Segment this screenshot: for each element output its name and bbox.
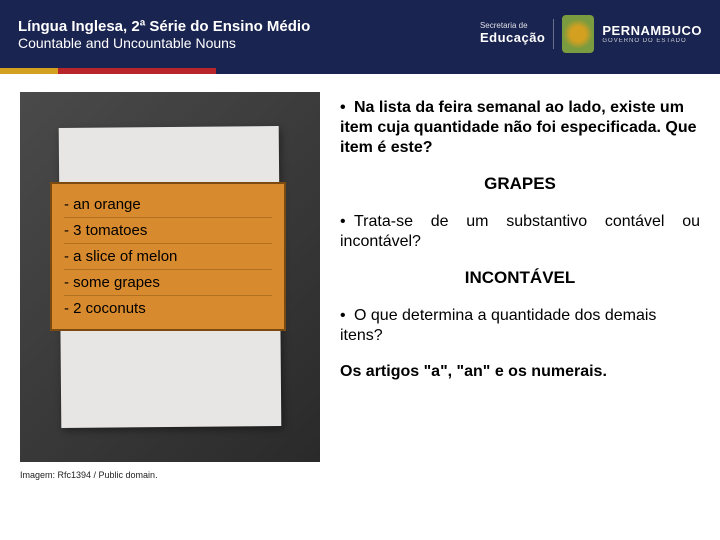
bullet-icon: • bbox=[340, 212, 354, 232]
logo-divider bbox=[553, 19, 554, 49]
right-column: •Na lista da feira semanal ao lado, exis… bbox=[340, 92, 700, 480]
list-item: - some grapes bbox=[64, 270, 272, 296]
image-caption: Imagem: Rfc1394 / Public domain. bbox=[20, 470, 320, 480]
bullet-icon: • bbox=[340, 306, 354, 326]
topic-subtitle: Countable and Uncountable Nouns bbox=[18, 35, 310, 51]
slide-body: - an orange - 3 tomatoes - a slice of me… bbox=[0, 74, 720, 490]
answer-3: Os artigos "a", "an" e os numerais. bbox=[340, 362, 700, 382]
left-column: - an orange - 3 tomatoes - a slice of me… bbox=[20, 92, 320, 480]
answer-1: GRAPES bbox=[340, 174, 700, 194]
question-1: •Na lista da feira semanal ao lado, exis… bbox=[340, 98, 700, 158]
header-text: Língua Inglesa, 2ª Série do Ensino Médio… bbox=[18, 18, 310, 51]
shopping-list: - an orange - 3 tomatoes - a slice of me… bbox=[50, 182, 286, 331]
list-item: - an orange bbox=[64, 192, 272, 218]
bullet-icon: • bbox=[340, 98, 354, 118]
list-item: - a slice of melon bbox=[64, 244, 272, 270]
question-2: •Trata-se de um substantivo contável ou … bbox=[340, 212, 700, 252]
accent-color-bar bbox=[0, 68, 720, 74]
state-crest-icon bbox=[562, 15, 594, 53]
secretaria-logo-text: Secretaria de Educação bbox=[480, 22, 545, 45]
paper-image: - an orange - 3 tomatoes - a slice of me… bbox=[20, 92, 320, 462]
list-item: - 3 tomatoes bbox=[64, 218, 272, 244]
question-3: •O que determina a quantidade dos demais… bbox=[340, 306, 700, 346]
course-title: Língua Inglesa, 2ª Série do Ensino Médio bbox=[18, 18, 310, 35]
header-logos: Secretaria de Educação PERNAMBUCO GOVERN… bbox=[480, 15, 702, 53]
answer-2: INCONTÁVEL bbox=[340, 268, 700, 288]
governo-logo-text: PERNAMBUCO GOVERNO DO ESTADO bbox=[602, 24, 702, 45]
slide-header: Língua Inglesa, 2ª Série do Ensino Médio… bbox=[0, 0, 720, 68]
list-item: - 2 coconuts bbox=[64, 296, 272, 321]
